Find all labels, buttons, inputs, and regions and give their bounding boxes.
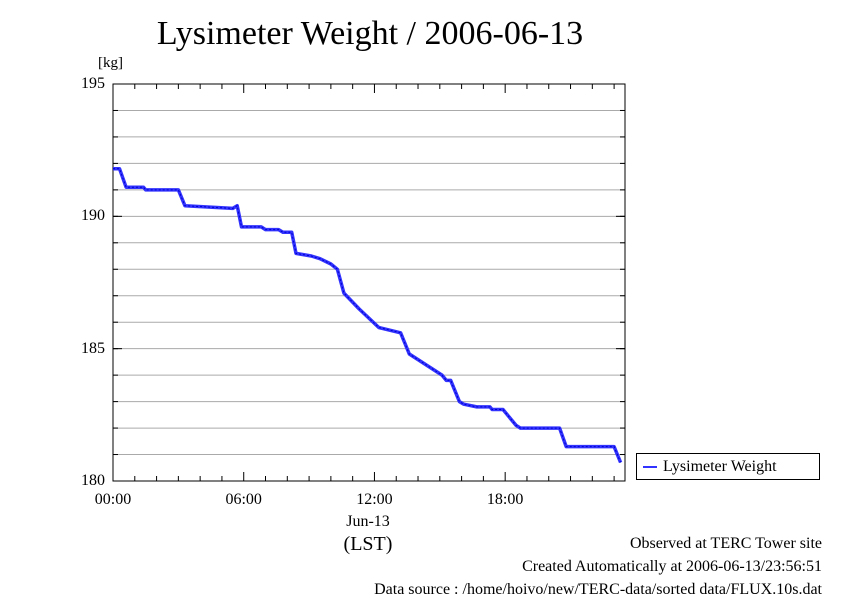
x-tick-label: 00:00	[94, 491, 132, 508]
y-tick-label: 195	[81, 75, 105, 92]
x-tick-label: 06:00	[225, 491, 262, 508]
footer-observed: Observed at TERC Tower site	[629, 535, 822, 552]
chart-title: Lysimeter Weight / 2006-06-13	[156, 15, 584, 52]
footer-created: Created Automatically at 2006-06-13/23:5…	[522, 558, 822, 575]
legend-swatch	[643, 466, 657, 468]
y-tick-label: 185	[81, 339, 105, 357]
footer-source: Data source : /home/hoivo/new/TERC-data/…	[374, 581, 822, 598]
x-axis-date: Jun-13	[346, 513, 390, 530]
y-tick-label: 190	[81, 207, 105, 225]
legend-label: Lysimeter Weight	[663, 458, 777, 475]
plot-frame	[112, 83, 626, 482]
y-axis-unit: [kg]	[98, 55, 123, 71]
x-tick-label: 12:00	[356, 491, 393, 508]
series-line-marks	[113, 168, 622, 463]
x-axis-unit: (LST)	[343, 533, 393, 555]
x-tick-label: 18:00	[486, 491, 524, 508]
legend: Lysimeter Weight	[636, 453, 820, 480]
y-tick-label: 180	[81, 472, 105, 489]
series-line	[113, 166, 623, 464]
